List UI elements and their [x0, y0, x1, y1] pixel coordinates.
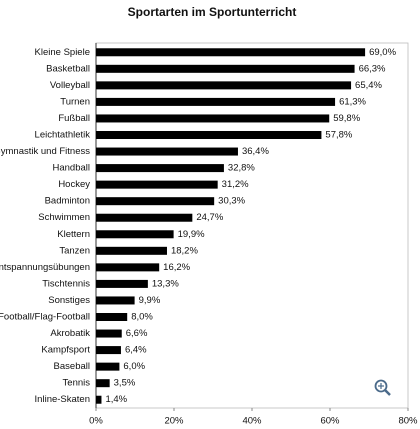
bar [96, 48, 366, 57]
x-tick-label: 60% [320, 416, 340, 427]
bar [96, 131, 322, 139]
y-tick-label: Baseball [54, 361, 90, 372]
bar [96, 164, 224, 173]
bar [96, 329, 122, 338]
bar [96, 279, 148, 288]
y-tick-label: Tischtennis [42, 278, 90, 289]
y-tick-label: Tanzen [59, 245, 90, 256]
bar [96, 346, 121, 355]
y-tick-label: Kleine Spiele [35, 47, 90, 58]
chart-title: Sportarten im Sportunterricht [128, 5, 297, 19]
x-tick-label: 40% [242, 416, 262, 427]
y-tick-label: Turnen [60, 96, 90, 107]
bar [96, 230, 174, 239]
value-label: 31,2% [222, 179, 249, 190]
bar [96, 97, 336, 106]
value-label: 3,5% [114, 378, 136, 389]
value-label: 18,2% [171, 245, 198, 256]
y-tick-label: Sonstiges [48, 295, 90, 306]
y-tick-label: Akrobatik [50, 328, 90, 339]
y-tick-label: Handball [53, 163, 91, 174]
y-tick-label: Leichtathletik [35, 130, 91, 141]
value-label: 36,4% [242, 146, 269, 157]
bar [96, 147, 238, 156]
y-tick-label: Inline-Skaten [35, 394, 90, 405]
value-label: 13,3% [152, 278, 179, 289]
value-label: 19,9% [178, 229, 205, 240]
value-label: 6,0% [123, 361, 145, 372]
bar [96, 362, 120, 371]
bar [96, 246, 167, 255]
value-label: 6,4% [125, 345, 147, 356]
zoom-icon [374, 379, 391, 396]
value-label: 69,0% [369, 47, 396, 58]
value-label: 1,4% [105, 394, 127, 405]
y-tick-label: Gymnastik und Fitness [0, 146, 90, 157]
value-label: 65,4% [355, 80, 382, 91]
x-tick-label: 0% [89, 416, 103, 427]
y-tick-label: Fußball [58, 113, 90, 124]
y-tick-label: Klettern [57, 229, 90, 240]
bar [96, 379, 110, 388]
y-tick-label: Hockey [58, 179, 90, 190]
y-tick-label: Football/Flag-Football [0, 312, 90, 323]
value-label: 32,8% [228, 163, 255, 174]
y-tick-label: Basketball [46, 63, 90, 74]
x-tick-label: 80% [398, 416, 418, 427]
value-label: 8,0% [131, 312, 153, 323]
y-tick-label: Kampfsport [41, 345, 90, 356]
y-tick-label: Volleyball [50, 80, 90, 91]
bar [96, 64, 355, 73]
value-label: 61,3% [339, 96, 366, 107]
value-label: 24,7% [196, 212, 223, 223]
bar [96, 213, 193, 222]
y-tick-label: Entspannungsübungen [0, 262, 90, 273]
x-tick-label: 20% [164, 416, 184, 427]
bar [96, 263, 160, 272]
bar [96, 114, 330, 123]
bar [96, 197, 215, 206]
y-tick-label: Schwimmen [38, 212, 90, 223]
bar [96, 395, 102, 404]
value-label: 57,8% [325, 130, 352, 141]
bar [96, 313, 128, 321]
value-label: 16,2% [163, 262, 190, 273]
value-label: 30,3% [218, 196, 245, 207]
bar [96, 81, 352, 90]
y-tick-label: Badminton [45, 196, 90, 207]
value-label: 9,9% [139, 295, 161, 306]
value-label: 66,3% [359, 63, 386, 74]
value-label: 59,8% [333, 113, 360, 124]
bar [96, 180, 218, 189]
bar [96, 296, 135, 305]
y-tick-label: Tennis [63, 378, 91, 389]
value-label: 6,6% [126, 328, 148, 339]
